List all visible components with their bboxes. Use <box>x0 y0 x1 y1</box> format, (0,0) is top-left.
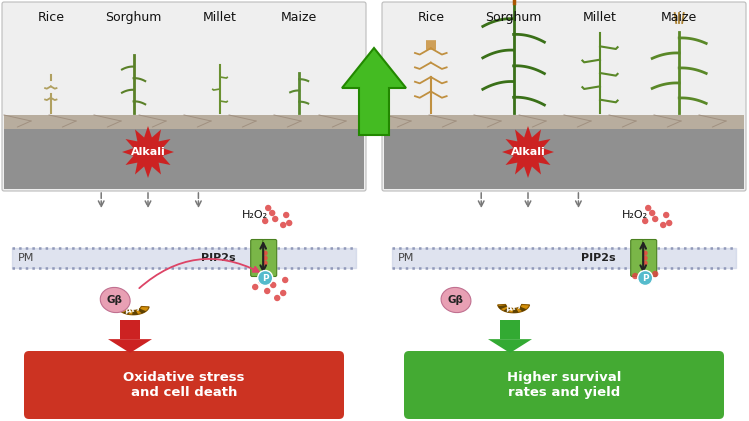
Polygon shape <box>108 339 152 353</box>
FancyBboxPatch shape <box>404 351 724 419</box>
Circle shape <box>262 218 268 224</box>
Circle shape <box>263 250 267 256</box>
Circle shape <box>265 205 271 211</box>
FancyBboxPatch shape <box>631 240 645 277</box>
Circle shape <box>274 295 280 301</box>
Circle shape <box>252 284 258 290</box>
Polygon shape <box>498 305 507 309</box>
Polygon shape <box>512 308 518 313</box>
Polygon shape <box>384 115 744 189</box>
Ellipse shape <box>441 288 471 312</box>
Circle shape <box>649 210 655 216</box>
Text: AT7: AT7 <box>124 302 144 316</box>
Polygon shape <box>502 126 554 178</box>
Polygon shape <box>132 310 138 315</box>
Circle shape <box>652 271 658 277</box>
Polygon shape <box>4 129 364 189</box>
Circle shape <box>282 277 288 283</box>
Circle shape <box>660 222 667 228</box>
Polygon shape <box>4 115 364 189</box>
Circle shape <box>270 282 276 288</box>
Circle shape <box>637 271 652 285</box>
FancyBboxPatch shape <box>263 240 276 277</box>
Text: PIP2s: PIP2s <box>201 253 235 263</box>
Polygon shape <box>138 309 146 313</box>
Text: P: P <box>262 274 268 283</box>
Circle shape <box>258 278 264 284</box>
Text: PM: PM <box>18 253 34 263</box>
Circle shape <box>666 220 673 226</box>
Polygon shape <box>118 307 127 311</box>
Circle shape <box>643 261 648 266</box>
Polygon shape <box>518 306 527 312</box>
Polygon shape <box>122 126 174 178</box>
Text: AT7: AT7 <box>505 301 524 314</box>
Text: Rice: Rice <box>417 11 444 24</box>
Circle shape <box>263 256 267 261</box>
FancyBboxPatch shape <box>643 240 657 277</box>
Text: P: P <box>642 274 649 283</box>
Circle shape <box>263 261 267 266</box>
Ellipse shape <box>100 288 130 312</box>
Text: Sorghum: Sorghum <box>106 11 162 24</box>
FancyBboxPatch shape <box>2 2 366 191</box>
Polygon shape <box>503 307 511 312</box>
Circle shape <box>258 271 273 285</box>
Text: H₂O₂: H₂O₂ <box>242 210 268 220</box>
Circle shape <box>652 216 658 222</box>
Text: Alkali: Alkali <box>130 147 166 157</box>
Circle shape <box>264 288 270 294</box>
Text: Sorghum: Sorghum <box>485 11 542 24</box>
Circle shape <box>283 212 289 218</box>
Circle shape <box>272 216 279 222</box>
Text: Gβ: Gβ <box>106 295 122 305</box>
Circle shape <box>663 212 670 218</box>
Circle shape <box>632 273 638 279</box>
Polygon shape <box>118 306 149 315</box>
Polygon shape <box>488 339 532 353</box>
Text: Oxidative stress
and cell death: Oxidative stress and cell death <box>124 371 245 399</box>
Text: Rice: Rice <box>37 11 64 24</box>
Circle shape <box>644 277 650 283</box>
Circle shape <box>269 210 276 216</box>
Circle shape <box>645 205 652 211</box>
FancyBboxPatch shape <box>382 2 746 191</box>
Circle shape <box>286 220 292 226</box>
Polygon shape <box>123 309 131 314</box>
Circle shape <box>643 256 648 261</box>
Text: Millet: Millet <box>203 11 237 24</box>
Text: Millet: Millet <box>583 11 617 24</box>
FancyBboxPatch shape <box>24 351 344 419</box>
Polygon shape <box>497 304 530 313</box>
Polygon shape <box>500 320 520 339</box>
Text: Maize: Maize <box>661 11 697 24</box>
Text: Gβ: Gβ <box>447 295 463 305</box>
Text: H₂O₂: H₂O₂ <box>622 210 649 220</box>
Text: Alkali: Alkali <box>511 147 545 157</box>
Polygon shape <box>120 320 140 339</box>
Text: Maize: Maize <box>281 11 318 24</box>
FancyBboxPatch shape <box>251 240 264 277</box>
Circle shape <box>280 222 286 228</box>
Polygon shape <box>342 48 406 135</box>
Text: PM: PM <box>398 253 414 263</box>
Polygon shape <box>384 129 744 189</box>
Circle shape <box>643 250 648 256</box>
Text: PIP2s: PIP2s <box>580 253 615 263</box>
Circle shape <box>280 290 286 296</box>
Text: Higher survival
rates and yield: Higher survival rates and yield <box>507 371 621 399</box>
Circle shape <box>642 218 649 224</box>
